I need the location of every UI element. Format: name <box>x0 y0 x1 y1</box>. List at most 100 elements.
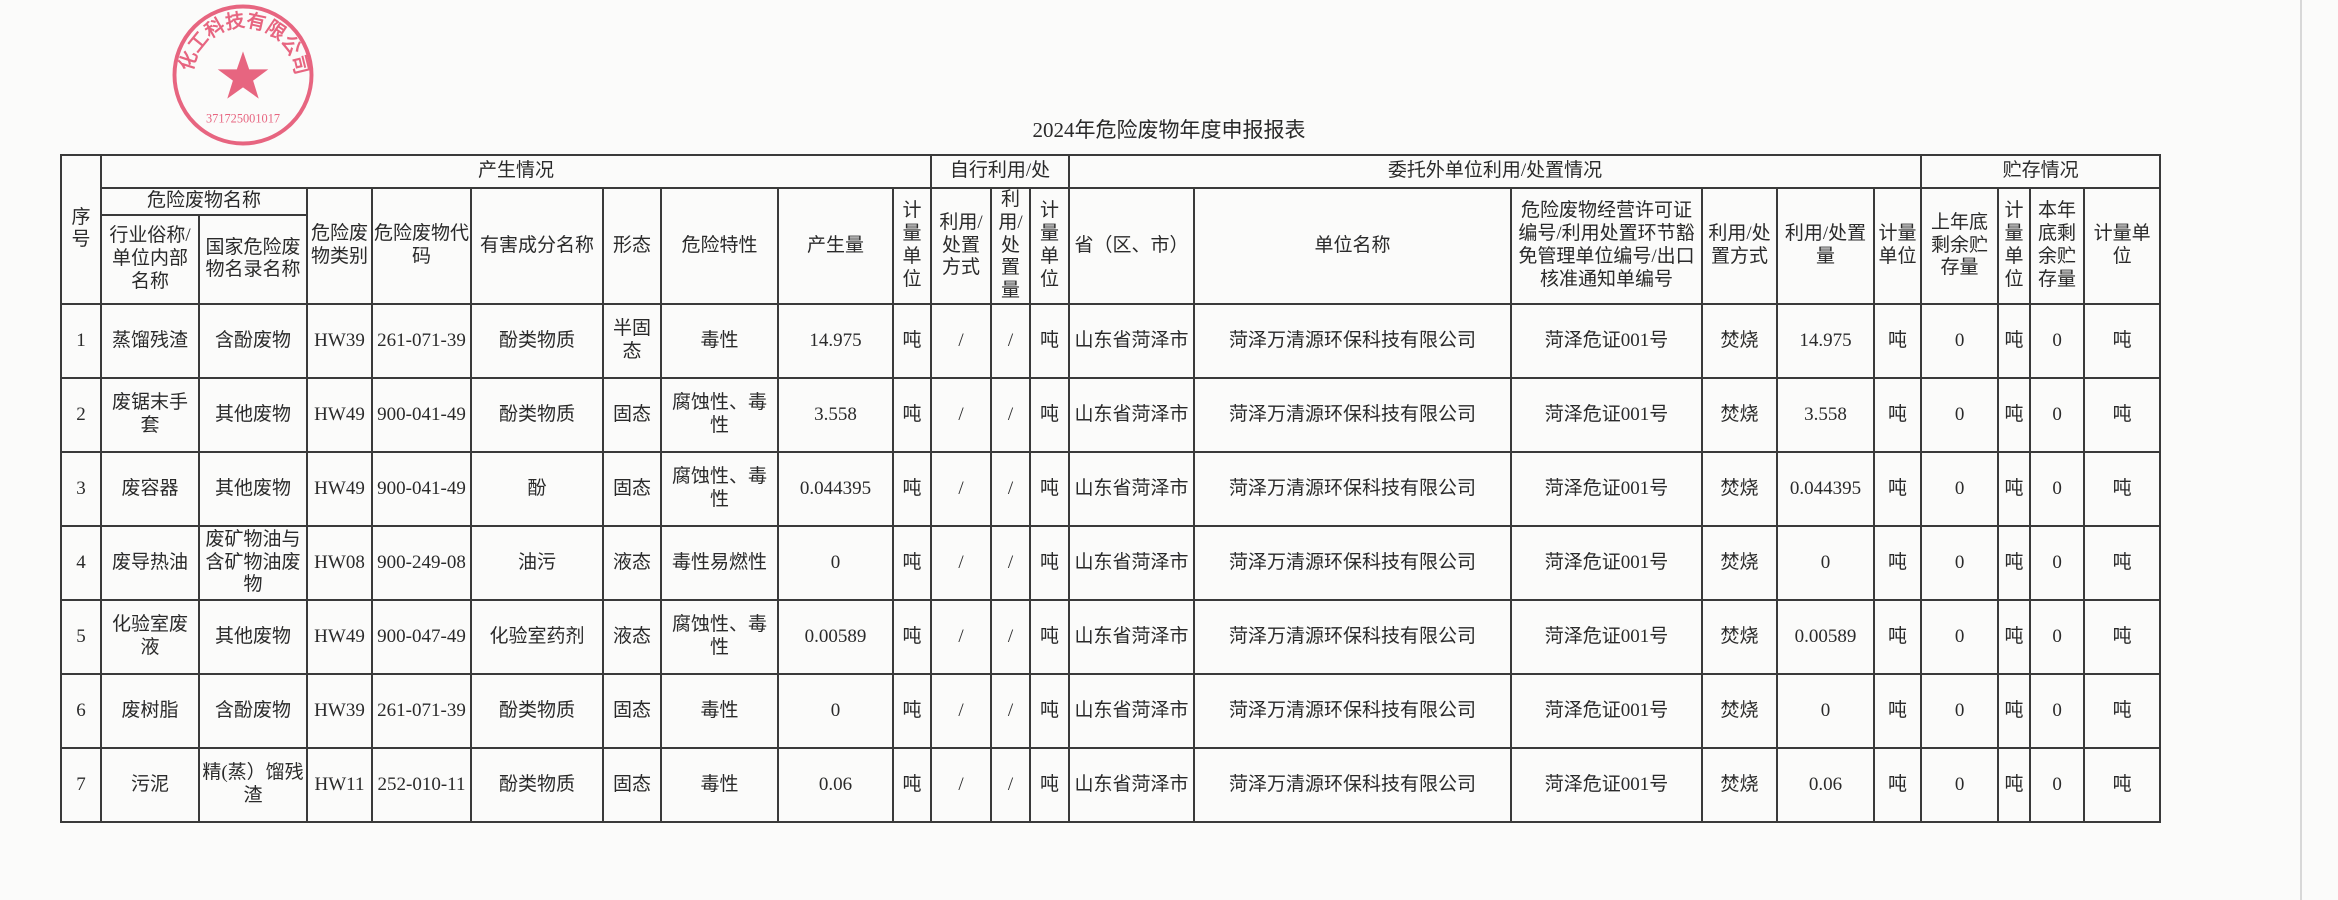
table-cell: / <box>990 524 1031 601</box>
table-cell: / <box>990 672 1031 749</box>
table-cell: / <box>930 302 992 379</box>
column-header: 利用/处置量 <box>990 187 1031 305</box>
table-cell: 261-071-39 <box>371 302 472 379</box>
table-cell: 酚类物质 <box>470 746 604 823</box>
table-cell: 0 <box>777 524 894 601</box>
table-cell: 蒸馏残渣 <box>100 302 200 379</box>
table-cell: 菏泽危证001号 <box>1510 524 1704 601</box>
table-cell: 其他废物 <box>198 376 308 453</box>
table-cell: 吨 <box>892 450 932 527</box>
header-self-use: 自行利用/处 <box>929 154 1071 189</box>
table-cell: 废矿物油与含矿物油废物 <box>198 524 308 601</box>
table-cell: 0.00589 <box>1776 598 1876 675</box>
table-cell: 吨 <box>892 598 932 675</box>
table-cell: 菏泽万清源环保科技有限公司 <box>1193 450 1513 527</box>
table-cell: 山东省菏泽市 <box>1068 302 1196 379</box>
table-cell: 菏泽万清源环保科技有限公司 <box>1193 672 1513 749</box>
column-header: 形态 <box>602 187 662 305</box>
column-header: 计量单位 <box>1873 187 1923 305</box>
table-cell: / <box>930 598 992 675</box>
header-entrusted: 委托外单位利用/处置情况 <box>1068 154 1923 189</box>
table-cell: HW39 <box>306 302 373 379</box>
column-header: 计量单位 <box>892 187 932 305</box>
table-cell: 1 <box>60 302 102 379</box>
table-cell: 焚烧 <box>1701 450 1779 527</box>
column-header: 产生量 <box>777 187 894 305</box>
table-cell: 菏泽危证001号 <box>1510 672 1704 749</box>
table-cell: 山东省菏泽市 <box>1068 450 1196 527</box>
table-cell: 3.558 <box>777 376 894 453</box>
table-cell: 0 <box>1920 746 2000 823</box>
table-cell: HW39 <box>306 672 373 749</box>
table-cell: 吨 <box>1997 524 2032 601</box>
table-cell: 0.00589 <box>777 598 894 675</box>
table-cell: 含酚废物 <box>198 672 308 749</box>
table-cell: 其他废物 <box>198 450 308 527</box>
header-production: 产生情况 <box>100 154 932 189</box>
table-cell: 固态 <box>602 450 662 527</box>
table-row: 2 废锯末手套 其他废物 HW49 900-041-49 酚类物质 固态 腐蚀性、毒性 3.55… <box>60 376 2162 453</box>
table-cell: 化验室药剂 <box>470 598 604 675</box>
table-cell: 吨 <box>1028 302 1071 379</box>
table-cell: 山东省菏泽市 <box>1068 672 1196 749</box>
table-cell: 含酚废物 <box>198 302 308 379</box>
table-cell: 4 <box>60 524 102 601</box>
table-cell: 菏泽万清源环保科技有限公司 <box>1193 746 1513 823</box>
table-cell: 吨 <box>1997 450 2032 527</box>
table-cell: 0.044395 <box>1776 450 1876 527</box>
table-cell: / <box>930 672 992 749</box>
column-header: 利用/处置方式 <box>930 187 992 305</box>
table-cell: 废容器 <box>100 450 200 527</box>
table-cell: 0 <box>1920 598 2000 675</box>
column-header: 利用/处置方式 <box>1701 187 1779 305</box>
table-cell: 半固态 <box>602 302 662 379</box>
table-cell: 吨 <box>1997 598 2032 675</box>
column-header: 本年底剩余贮存量 <box>2029 187 2086 305</box>
table-cell: 0 <box>2029 524 2086 601</box>
column-header: 上年底剩余贮存量 <box>1920 187 2000 305</box>
table-cell: 吨 <box>892 672 932 749</box>
table-cell: 毒性 <box>660 672 779 749</box>
table-cell: 0 <box>2029 376 2086 453</box>
table-cell: 毒性 <box>660 746 779 823</box>
table-cell: 焚烧 <box>1701 746 1779 823</box>
table-cell: / <box>990 598 1031 675</box>
table-cell: 焚烧 <box>1701 672 1779 749</box>
column-header: 危险废物经营许可证编号/利用处置环节豁免管理单位编号/出口核准通知单编号 <box>1510 187 1704 305</box>
table-cell: 吨 <box>1997 746 2032 823</box>
table-cell: 0.044395 <box>777 450 894 527</box>
header-storage: 贮存情况 <box>1920 154 2162 189</box>
table-cell: 毒性 <box>660 302 779 379</box>
table-cell: 吨 <box>892 376 932 453</box>
table-cell: 菏泽万清源环保科技有限公司 <box>1193 524 1513 601</box>
table-cell: 山东省菏泽市 <box>1068 598 1196 675</box>
table-cell: 废导热油 <box>100 524 200 601</box>
table-cell: / <box>930 450 992 527</box>
table-cell: 吨 <box>1873 376 1923 453</box>
table-cell: 0.06 <box>1776 746 1876 823</box>
table-cell: 酚类物质 <box>470 376 604 453</box>
table-cell: HW49 <box>306 450 373 527</box>
column-header: 单位名称 <box>1193 187 1513 305</box>
table-cell: 0 <box>1920 376 2000 453</box>
table-cell: 0 <box>2029 302 2086 379</box>
table-cell: 吨 <box>2083 598 2162 675</box>
header-seq: 序号 <box>60 154 102 305</box>
table-cell: 酚 <box>470 450 604 527</box>
table-cell: 261-071-39 <box>371 672 472 749</box>
column-header: 利用/处置量 <box>1776 187 1876 305</box>
table-cell: 0.06 <box>777 746 894 823</box>
table-cell: / <box>930 376 992 453</box>
table-cell: 固态 <box>602 376 662 453</box>
table-cell: 焚烧 <box>1701 376 1779 453</box>
table-cell: / <box>990 746 1031 823</box>
table-cell: 污泥 <box>100 746 200 823</box>
table-cell: HW11 <box>306 746 373 823</box>
table-cell: 吨 <box>892 746 932 823</box>
table-cell: 900-041-49 <box>371 450 472 527</box>
table-cell: 吨 <box>1997 302 2032 379</box>
table-cell: 固态 <box>602 746 662 823</box>
column-header: 行业俗称/单位内部名称 <box>100 213 200 305</box>
table-cell: 14.975 <box>1776 302 1876 379</box>
table-cell: 山东省菏泽市 <box>1068 524 1196 601</box>
